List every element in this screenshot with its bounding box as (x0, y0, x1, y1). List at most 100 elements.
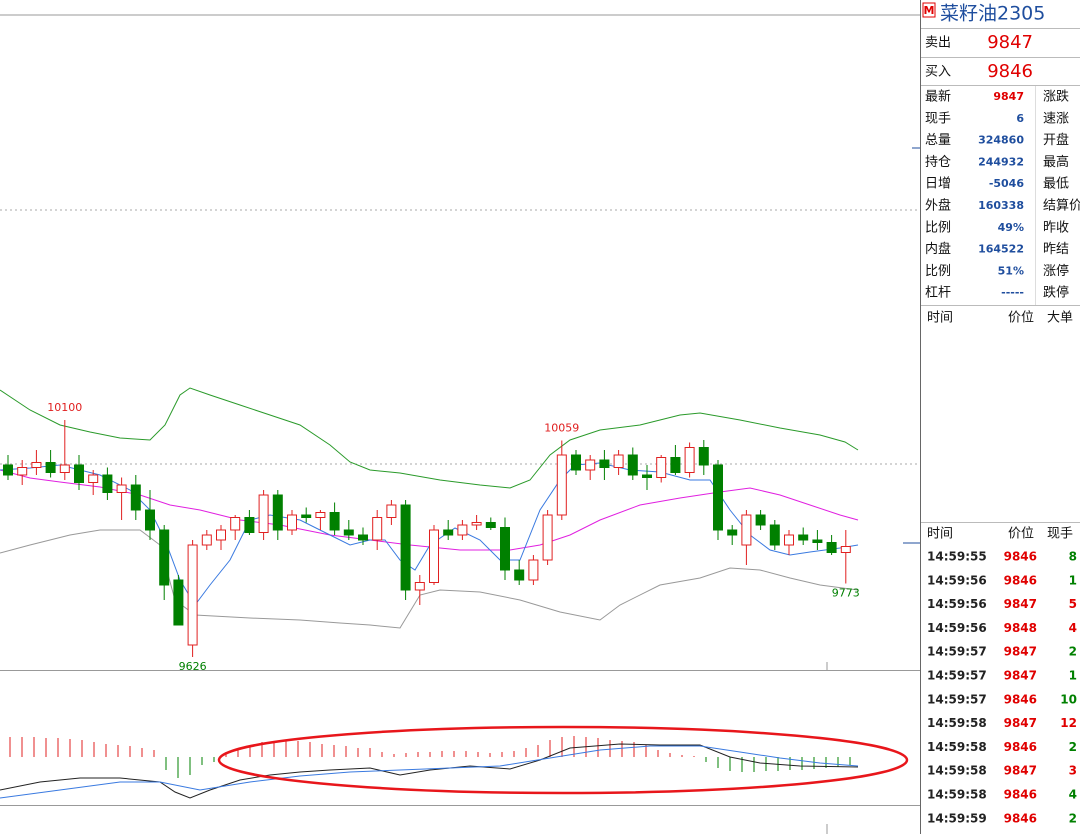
column-header: 大单 (1047, 311, 1073, 326)
row-label: 最高 (1043, 154, 1069, 170)
trade-time: 14:59:58 (927, 764, 987, 778)
row-label: 持仓 (925, 155, 951, 170)
candle-body (201, 534, 212, 546)
candle-body (798, 534, 809, 541)
chart-frame (0, 0, 921, 834)
candle-body (3, 464, 13, 476)
candle-body (230, 517, 241, 531)
candle-body (684, 447, 695, 473)
trade-price: 9847 (1004, 597, 1037, 611)
candle-body (755, 514, 766, 526)
trade-time: 14:59:57 (927, 645, 987, 659)
row-label: 最新 (925, 89, 951, 105)
candle-body (429, 529, 439, 583)
row-label: 结算价 (1043, 199, 1080, 214)
trade-volume: 10 (1060, 692, 1077, 706)
price-annotation: 10100 (47, 401, 82, 414)
trade-price: 9846 (1004, 550, 1037, 564)
dif-line (0, 743, 859, 799)
candle-body (315, 512, 326, 518)
candle-body (670, 457, 681, 473)
quote-panel: M 菜籽油2305 卖出 9847 买入 9846 (921, 2, 1080, 523)
candle-body (514, 569, 525, 581)
row-label: 昨收 (1043, 220, 1069, 235)
trade-time: 14:59:58 (927, 788, 987, 802)
candle-body (627, 454, 638, 476)
candle-body (826, 542, 837, 553)
trade-time: 14:59:55 (927, 550, 987, 564)
candle-body (343, 529, 354, 536)
candle-body (727, 529, 738, 536)
trade-price: 9846 (1004, 692, 1037, 706)
trade-volume: 12 (1060, 716, 1077, 730)
candle-body (457, 524, 468, 536)
row-label: 杠杆 (925, 285, 951, 301)
row-label: 开盘 (1043, 132, 1069, 148)
column-header: 价位 (1008, 527, 1034, 542)
candle-body (400, 504, 411, 591)
row-label: 速涨 (1043, 111, 1069, 126)
row-label: 现手 (925, 111, 951, 126)
candle-body (769, 524, 780, 546)
trade-volume: 1 (1069, 669, 1077, 683)
candle-body (741, 514, 752, 546)
row-label: 涨停 (1043, 263, 1069, 279)
candle-body (258, 494, 269, 533)
trade-price: 9847 (1004, 669, 1037, 683)
candle-body (116, 484, 127, 493)
trade-volume: 2 (1069, 645, 1077, 659)
instrument-title: 菜籽油2305 (940, 3, 1045, 25)
candle-body (329, 512, 340, 531)
candle-body (17, 467, 28, 476)
trade-volume: 5 (1069, 597, 1077, 611)
candle-body (159, 529, 170, 586)
row-value: 160338 (978, 199, 1024, 212)
column-header: 现手 (1047, 527, 1073, 542)
row-label: 日增 (925, 177, 951, 192)
trade-volume: 1 (1069, 573, 1077, 587)
candle-body (216, 529, 226, 541)
candle-body (840, 546, 851, 553)
trade-price: 9846 (1004, 740, 1037, 754)
candle-body (145, 509, 155, 531)
row-value: 49% (998, 221, 1024, 234)
macd-hist-down (165, 757, 851, 778)
candle-body (784, 534, 794, 546)
row-label: 比例 (925, 264, 951, 279)
row-value: 324860 (978, 134, 1024, 147)
candle-body (642, 474, 652, 478)
candle-body (656, 457, 667, 478)
trade-time: 14:59:59 (927, 811, 987, 825)
row-value: 6 (1016, 112, 1024, 125)
price-annotation: 10059 (544, 422, 579, 435)
trade-price: 9846 (1004, 811, 1037, 825)
row-value: ----- (1001, 286, 1024, 299)
boll-upper (0, 387, 859, 489)
price-annotation: 9773 (832, 587, 860, 600)
trade-time: 14:59:56 (927, 573, 987, 587)
candles: 10100 10059 9626 9773 (3, 401, 860, 673)
row-label: 外盘 (925, 198, 951, 214)
candle-body (528, 559, 539, 581)
candle-body (74, 464, 84, 483)
trade-time: 14:59:57 (927, 669, 987, 683)
highlight-ellipse (217, 725, 909, 795)
trades: 时间 价位 现手 14:59:55 9846 8 14:59:56 9846 1 14:59:56… (927, 527, 1077, 826)
candle-body (244, 517, 255, 533)
candle-body (301, 514, 312, 518)
trade-time: 14:59:58 (927, 716, 987, 730)
candle-body (358, 534, 368, 541)
dea-line (0, 745, 859, 799)
ask-price: 9847 (987, 32, 1033, 53)
macd-panel (0, 725, 909, 799)
macd-hist-up (9, 736, 695, 757)
trade-time: 14:59:56 (927, 597, 987, 611)
ask-label: 卖出 (925, 36, 951, 51)
badge: M (924, 4, 935, 17)
row-label: 总量 (925, 133, 951, 148)
candle-body (500, 527, 510, 571)
row-label: 跌停 (1043, 285, 1069, 301)
trade-price: 9847 (1004, 764, 1037, 778)
